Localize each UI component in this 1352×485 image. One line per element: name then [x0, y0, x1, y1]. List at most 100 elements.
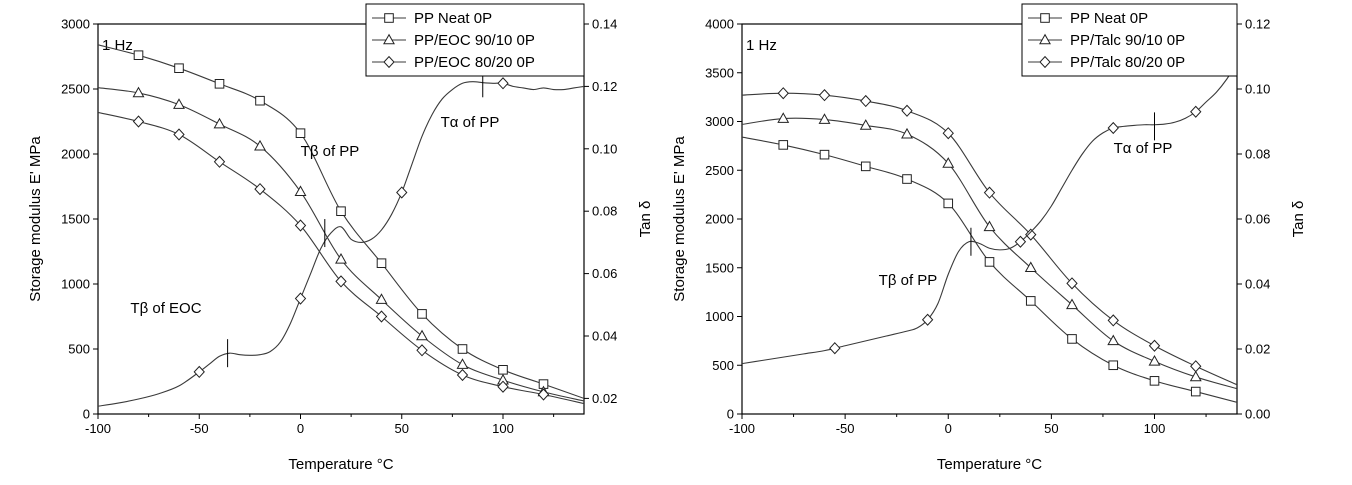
series-4-point	[497, 77, 509, 90]
frequency-label: 1 Hz	[746, 37, 777, 54]
y-tick-label: 4000	[705, 17, 734, 32]
series-2-point	[818, 113, 831, 124]
y-tick-label: 3000	[705, 114, 734, 129]
annotation-label: Tβ of PP	[301, 143, 360, 160]
y-tick-label: 0	[727, 407, 734, 422]
legend-marker-diamond	[1039, 55, 1051, 69]
series-2-point	[456, 358, 469, 369]
series-3-point	[1066, 277, 1078, 290]
series-2-point	[294, 185, 307, 196]
series-2-point	[213, 117, 226, 129]
series-3-point	[1107, 314, 1119, 327]
series-line-1	[98, 44, 584, 399]
y-tick-label: 2000	[705, 212, 734, 227]
series-2-point	[173, 98, 185, 109]
series-1-point	[457, 344, 468, 354]
series-1-point	[984, 257, 995, 267]
y2-tick-label: 0.08	[592, 204, 617, 219]
x-tick-label: 0	[945, 421, 952, 436]
legend-label: PP Neat 0P	[1070, 10, 1148, 27]
series-2-point	[777, 112, 790, 123]
plot-area	[742, 62, 1237, 403]
y2-tick-label: 0.02	[592, 391, 617, 406]
series-3-point	[375, 310, 388, 323]
legend-label: PP Neat 0P	[414, 10, 492, 27]
plot-area	[98, 44, 584, 407]
legend-marker-square	[384, 13, 394, 23]
series-2-point	[335, 252, 347, 264]
y2-tick-label: 0.06	[592, 266, 617, 281]
annotation-label: Tα of PP	[441, 114, 500, 131]
series-1-point	[1190, 386, 1201, 397]
y-tick-label: 1000	[705, 309, 734, 324]
x-axis-label: Temperature °C	[288, 456, 393, 473]
series-1-point	[943, 198, 954, 209]
series-4-point	[294, 292, 307, 305]
y-tick-label: 500	[712, 358, 734, 373]
y-tick-label: 1000	[61, 277, 90, 292]
x-tick-label: 50	[395, 421, 409, 436]
y2-tick-label: 0.10	[1245, 82, 1270, 97]
series-3-point	[132, 115, 145, 128]
annotation-label: Tβ of EOC	[130, 300, 201, 317]
series-1-point	[902, 174, 912, 184]
series-1-point	[295, 128, 306, 138]
x-tick-label: 100	[492, 421, 514, 436]
x-tick-label: 100	[1144, 421, 1166, 436]
series-3-point	[173, 128, 185, 141]
series-2-point	[1148, 355, 1161, 366]
legend: PP Neat 0P PP/EOC 90/10 0P PP/EOC 80/20 0P	[365, 3, 585, 77]
y-tick-label: 2000	[61, 147, 90, 162]
y-tick-label: 3000	[61, 17, 90, 32]
legend-label: PP/Talc 80/20 0P	[1070, 54, 1185, 71]
series-3-point	[213, 155, 226, 168]
y-axis-label: Storage modulus E' MPa	[27, 136, 44, 302]
series-line-2	[742, 117, 1237, 390]
series-line-1	[742, 136, 1237, 403]
series-1-point	[133, 50, 144, 61]
series-1-point	[819, 149, 830, 160]
series-4-point	[829, 342, 841, 355]
frequency-label: 1 Hz	[102, 37, 133, 54]
y-tick-label: 1500	[705, 260, 734, 275]
x-tick-label: -50	[190, 421, 209, 436]
series-1-point	[1067, 334, 1077, 344]
plot-frame	[97, 23, 585, 415]
series-3-point	[1190, 360, 1202, 373]
series-line-4	[98, 81, 584, 407]
series-3-point	[818, 89, 831, 102]
series-3-point	[1025, 228, 1037, 241]
series-3-point	[294, 219, 307, 232]
series-4-point	[921, 313, 934, 326]
series-3-point	[497, 380, 509, 393]
y-tick-label: 1500	[61, 212, 90, 227]
y2-tick-label: 0.02	[1245, 342, 1270, 357]
x-axis-label: Temperature °C	[937, 456, 1042, 473]
series-3-point	[942, 127, 954, 140]
series-3-point	[901, 104, 913, 117]
y2-tick-label: 0.10	[592, 141, 617, 156]
series-1-point	[498, 365, 508, 375]
y2-tick-label: 0.06	[1245, 212, 1270, 227]
series-1-point	[174, 63, 184, 74]
series-4-point	[1014, 235, 1027, 248]
series-line-4	[742, 62, 1237, 365]
series-2-point	[416, 329, 428, 341]
series-3-point	[254, 182, 266, 196]
series-1-point	[1149, 376, 1160, 386]
series-3-point	[416, 344, 428, 357]
legend-label: PP/Talc 90/10 0P	[1070, 32, 1185, 49]
series-2-point	[901, 127, 913, 139]
series-3-point	[1148, 339, 1161, 352]
legend-label: PP/EOC 90/10 0P	[414, 32, 535, 49]
y-tick-label: 3500	[705, 65, 734, 80]
series-1-point	[336, 206, 346, 216]
series-2-point	[1189, 370, 1202, 382]
y-tick-label: 0	[83, 407, 90, 422]
series-1-point	[778, 140, 789, 150]
series-2-point	[375, 293, 388, 304]
plot-frame	[741, 23, 1238, 415]
y2-tick-label: 0.12	[1245, 17, 1270, 32]
y-tick-label: 2500	[61, 82, 90, 97]
